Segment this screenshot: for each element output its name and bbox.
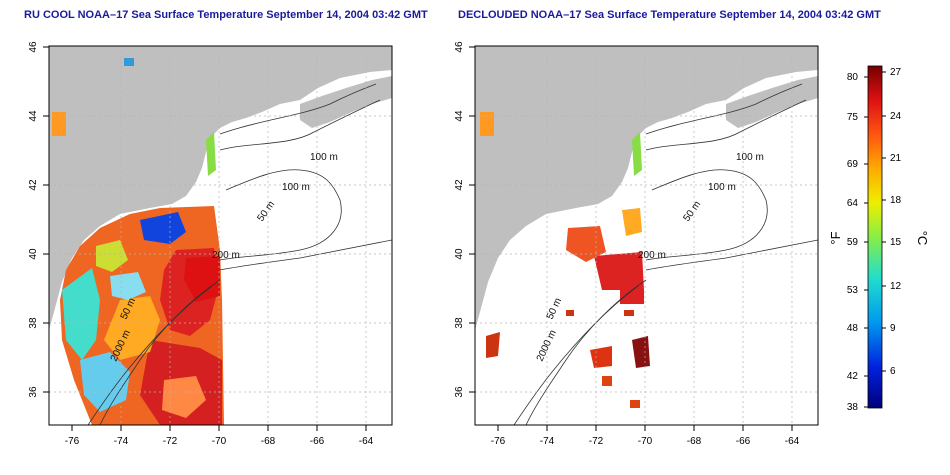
colorbar-gradient — [867, 65, 883, 409]
colorbar-c-tick: 27 — [890, 67, 902, 78]
lat-label: 46 — [454, 41, 465, 53]
colorbar-c-unit: °C — [915, 231, 930, 246]
right-map-frame — [474, 45, 819, 426]
lon-label: -68 — [261, 436, 276, 447]
left-map-title: RU COOL NOAA–17 Sea Surface Temperature … — [24, 9, 428, 21]
colorbar-f-tick: 38 — [847, 402, 859, 413]
contour-label: 100 m — [310, 152, 338, 163]
lon-label: -70 — [212, 436, 227, 447]
left-map: 100 m 100 m 50 m 200 m 50 m 2000 m — [49, 46, 392, 425]
colorbar-c-tick: 18 — [890, 195, 902, 206]
right-map-title: DECLOUDED NOAA–17 Sea Surface Temperatur… — [458, 9, 881, 21]
colorbar-c-tick: 6 — [890, 366, 896, 377]
lon-label: -68 — [687, 436, 702, 447]
land-mass-ns — [726, 76, 818, 128]
colorbar-f-tick: 64 — [847, 198, 859, 209]
colorbar: 80 75 69 64 59 53 48 42 38 27 24 21 18 1… — [828, 65, 930, 413]
lat-label: 42 — [28, 179, 39, 191]
lon-label: -70 — [638, 436, 653, 447]
colorbar-f-tick: 59 — [847, 237, 859, 248]
colorbar-f-tick: 53 — [847, 285, 859, 296]
lat-label: 38 — [28, 317, 39, 329]
lon-label: -74 — [540, 436, 555, 447]
land-mass-ns — [300, 76, 392, 128]
lat-label: 42 — [454, 179, 465, 191]
lon-label: -74 — [114, 436, 129, 447]
lon-label: -66 — [310, 436, 325, 447]
colorbar-c-tick: 21 — [890, 153, 902, 164]
lon-label: -64 — [359, 436, 374, 447]
lat-label: 46 — [28, 41, 39, 53]
colorbar-f-tick: 75 — [847, 112, 859, 123]
left-map-frame — [48, 45, 393, 426]
contour-label: 100 m — [736, 152, 764, 163]
contour-label: 200 m — [212, 250, 240, 261]
lat-label: 36 — [454, 386, 465, 398]
colorbar-f-tick: 80 — [847, 72, 859, 83]
colorbar-f-tick: 48 — [847, 323, 859, 334]
land-mass — [49, 46, 392, 330]
colorbar-f-tick: 42 — [847, 371, 859, 382]
colorbar-c-tick: 15 — [890, 237, 902, 248]
colorbar-f-unit: °F — [828, 231, 843, 244]
lon-label: -66 — [736, 436, 751, 447]
lat-label: 44 — [28, 110, 39, 122]
lon-label: -72 — [589, 436, 604, 447]
contour-label: 100 m — [708, 182, 736, 193]
lat-label: 40 — [28, 248, 39, 260]
land-mass — [475, 46, 818, 330]
colorbar-f-tick: 69 — [847, 159, 859, 170]
lon-label: -64 — [785, 436, 800, 447]
sst-swath — [60, 206, 224, 425]
lon-label: -76 — [491, 436, 506, 447]
lat-label: 44 — [454, 110, 465, 122]
contour-label: 200 m — [638, 250, 666, 261]
right-map: 100 m 100 m 50 m 200 m 50 m 2000 m — [475, 46, 818, 425]
lon-label: -76 — [65, 436, 80, 447]
colorbar-c-tick: 9 — [890, 323, 896, 334]
lat-label: 36 — [28, 386, 39, 398]
colorbar-c-tick: 24 — [890, 111, 902, 122]
lat-label: 40 — [454, 248, 465, 260]
lon-label: -72 — [163, 436, 178, 447]
contour-label: 100 m — [282, 182, 310, 193]
colorbar-c-tick: 12 — [890, 281, 902, 292]
lat-label: 38 — [454, 317, 465, 329]
